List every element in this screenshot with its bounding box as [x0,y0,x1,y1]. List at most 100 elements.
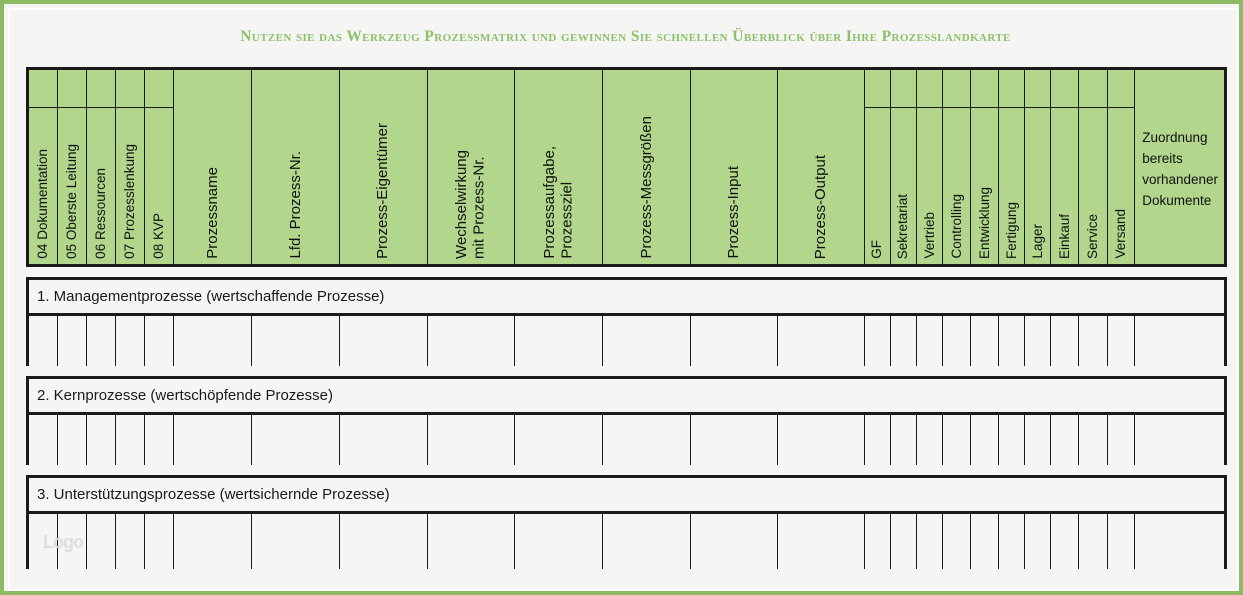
table-cell[interactable] [971,415,999,465]
header-col-prozess-output[interactable]: Prozess-Output [778,70,865,264]
header-label: Prozess-Eigentümer [374,123,392,259]
table-cell[interactable] [58,316,87,366]
header-col-07-prozesslenkung[interactable]: 07 Prozesslenkung [116,70,145,264]
header-col-05-oberste-leitung[interactable]: 05 Oberste Leitung [58,70,87,264]
table-cell[interactable] [691,415,778,465]
table-cell[interactable] [428,316,516,366]
table-cell[interactable] [891,514,917,569]
table-cell[interactable] [340,514,428,569]
table-cell[interactable] [865,514,891,569]
table-cell[interactable] [1135,415,1224,465]
table-cell[interactable] [999,415,1025,465]
table-cell[interactable] [87,316,116,366]
table-cell[interactable] [691,514,778,569]
table-cell[interactable] [603,415,691,465]
table-cell[interactable] [1025,316,1051,366]
table-cell[interactable] [515,316,603,366]
header-col-entwicklung[interactable]: Entwicklung [971,70,999,264]
table-cell[interactable] [340,415,428,465]
header-col-fertigung[interactable]: Fertigung [999,70,1025,264]
table-cell[interactable] [116,415,145,465]
header-col-08-kvp[interactable]: 08 KVP [145,70,174,264]
table-cell[interactable] [87,514,116,569]
table-cell[interactable] [603,514,691,569]
header-col-service[interactable]: Service [1079,70,1108,264]
header-col-lager[interactable]: Lager [1025,70,1051,264]
header-col-gf[interactable]: Bet. AbteilungenGF [865,70,891,264]
table-cell[interactable] [778,415,865,465]
table-cell[interactable] [58,415,87,465]
table-cell[interactable] [145,415,174,465]
table-cell[interactable] [252,514,340,569]
table-cell[interactable] [1025,415,1051,465]
header-col-prozess-input[interactable]: Prozess-Input [691,70,778,264]
header-col-prozessaufgabe-prozessziel[interactable]: Prozessaufgabe,Prozessziel [515,70,603,264]
table-cell[interactable] [252,415,340,465]
table-cell[interactable] [999,514,1025,569]
table-cell[interactable] [340,316,428,366]
table-cell[interactable] [917,514,943,569]
table-cell[interactable] [515,415,603,465]
table-cell[interactable] [87,415,116,465]
table-cell[interactable] [428,415,516,465]
table-cell[interactable] [428,514,516,569]
header-col-versand[interactable]: Versand [1108,70,1135,264]
group-band-filler [891,70,916,108]
header-col-vertrieb[interactable]: Vertrieb [917,70,943,264]
header-col-06-ressourcen[interactable]: 06 Ressourcen [87,70,116,264]
table-cell[interactable] [174,514,252,569]
table-cell[interactable]: Logo [29,514,58,569]
table-cell[interactable] [891,316,917,366]
table-cell[interactable] [971,316,999,366]
table-cell[interactable] [778,316,865,366]
table-cell[interactable] [1108,514,1135,569]
document-page: Nutzen sie das Werkzeug Prozessmatrix un… [0,0,1243,595]
table-cell[interactable] [1079,415,1108,465]
table-cell[interactable] [174,316,252,366]
header-col-lfd-prozess-nr[interactable]: Lfd. Prozess-Nr. [252,70,340,264]
table-cell[interactable] [1135,316,1224,366]
header-col-wechselwirkung-mit-prozess-nr[interactable]: Wechselwirkungmit Prozess-Nr. [428,70,516,264]
table-cell[interactable] [29,316,58,366]
header-col-controlling[interactable]: Controlling [943,70,971,264]
table-cell[interactable] [145,316,174,366]
table-cell[interactable] [1108,415,1135,465]
header-col-einkauf[interactable]: Einkauf [1051,70,1079,264]
header-col-prozess-eigentümer[interactable]: Prozess-Eigentümer [340,70,428,264]
table-cell[interactable] [252,316,340,366]
header-col-prozessname[interactable]: Prozessname [174,70,252,264]
table-cell[interactable] [515,514,603,569]
table-cell[interactable] [865,316,891,366]
table-cell[interactable] [116,316,145,366]
table-cell[interactable] [58,514,87,569]
header-col-prozess-messgrößen[interactable]: Prozess-Messgrößen [603,70,691,264]
table-cell[interactable] [1108,316,1135,366]
table-cell[interactable] [1051,316,1079,366]
table-cell[interactable] [691,316,778,366]
table-cell[interactable] [29,415,58,465]
table-cell[interactable] [1025,514,1051,569]
table-cell[interactable] [865,415,891,465]
table-cell[interactable] [999,316,1025,366]
table-cell[interactable] [174,415,252,465]
header-col-zuordnung-bereits-vorhandener-dokumente[interactable]: Zuordnung bereits vorhandener Dokumente [1135,70,1224,264]
table-cell[interactable] [971,514,999,569]
table-cell[interactable] [943,415,971,465]
table-cell[interactable] [943,316,971,366]
table-cell[interactable] [603,316,691,366]
table-cell[interactable] [145,514,174,569]
table-cell[interactable] [1051,415,1079,465]
table-cell[interactable] [917,316,943,366]
table-cell[interactable] [1079,514,1108,569]
table-cell[interactable] [943,514,971,569]
section-title: 2. Kernprozesse (wertschöpfende Prozesse… [29,379,1224,415]
table-cell[interactable] [917,415,943,465]
header-col-04-dokumentation[interactable]: ISO 900104 Dokumentation [29,70,58,264]
table-cell[interactable] [1135,514,1224,569]
table-cell[interactable] [778,514,865,569]
table-cell[interactable] [1051,514,1079,569]
table-cell[interactable] [891,415,917,465]
table-cell[interactable] [116,514,145,569]
header-col-sekretariat[interactable]: Sekretariat [891,70,917,264]
table-cell[interactable] [1079,316,1108,366]
